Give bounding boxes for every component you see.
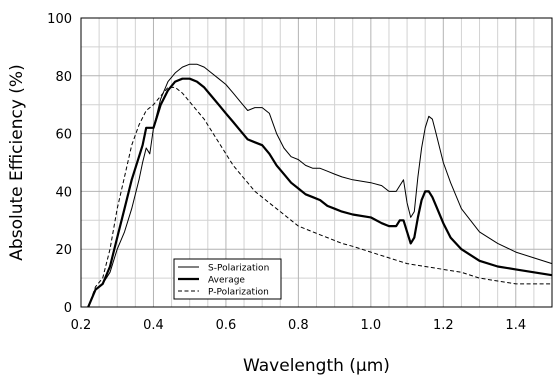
legend-label: S-Polarization [208, 264, 269, 274]
series-line-1 [87, 63, 553, 308]
y-tick-label: 40 [55, 185, 72, 200]
legend: S-Polarization Average P-Polarization [173, 258, 282, 300]
legend-label: Average [208, 276, 245, 286]
y-tick-label: 60 [55, 128, 72, 143]
legend-label: P-Polarization [208, 288, 269, 298]
x-tick-label: 0.6 [216, 318, 237, 333]
y-tick-label: 0 [64, 301, 72, 316]
series-line-2 [87, 77, 553, 308]
x-tick-labels: 0.2 0.4 0.6 0.8 1.0 1.2 1.4 [71, 318, 526, 333]
x-tick-label: 1.4 [505, 318, 526, 333]
x-tick-label: 0.2 [71, 318, 92, 333]
x-tick-label: 1.2 [433, 318, 454, 333]
y-tick-label: 20 [55, 243, 72, 258]
y-tick-labels: 0 20 40 60 80 100 [47, 12, 72, 316]
minor-grid [81, 18, 553, 307]
x-tick-label: 0.4 [143, 318, 164, 333]
series-line-3 [87, 86, 552, 308]
y-tick-label: 100 [47, 12, 72, 27]
y-axis-label: Absolute Efficiency (%) [7, 64, 27, 260]
series-layer [87, 63, 553, 308]
y-tick-label: 80 [55, 70, 72, 85]
plot-frame [80, 17, 553, 308]
x-tick-label: 1.0 [361, 318, 382, 333]
x-tick-label: 0.8 [288, 318, 309, 333]
x-axis-label: Wavelength (µm) [243, 356, 390, 376]
